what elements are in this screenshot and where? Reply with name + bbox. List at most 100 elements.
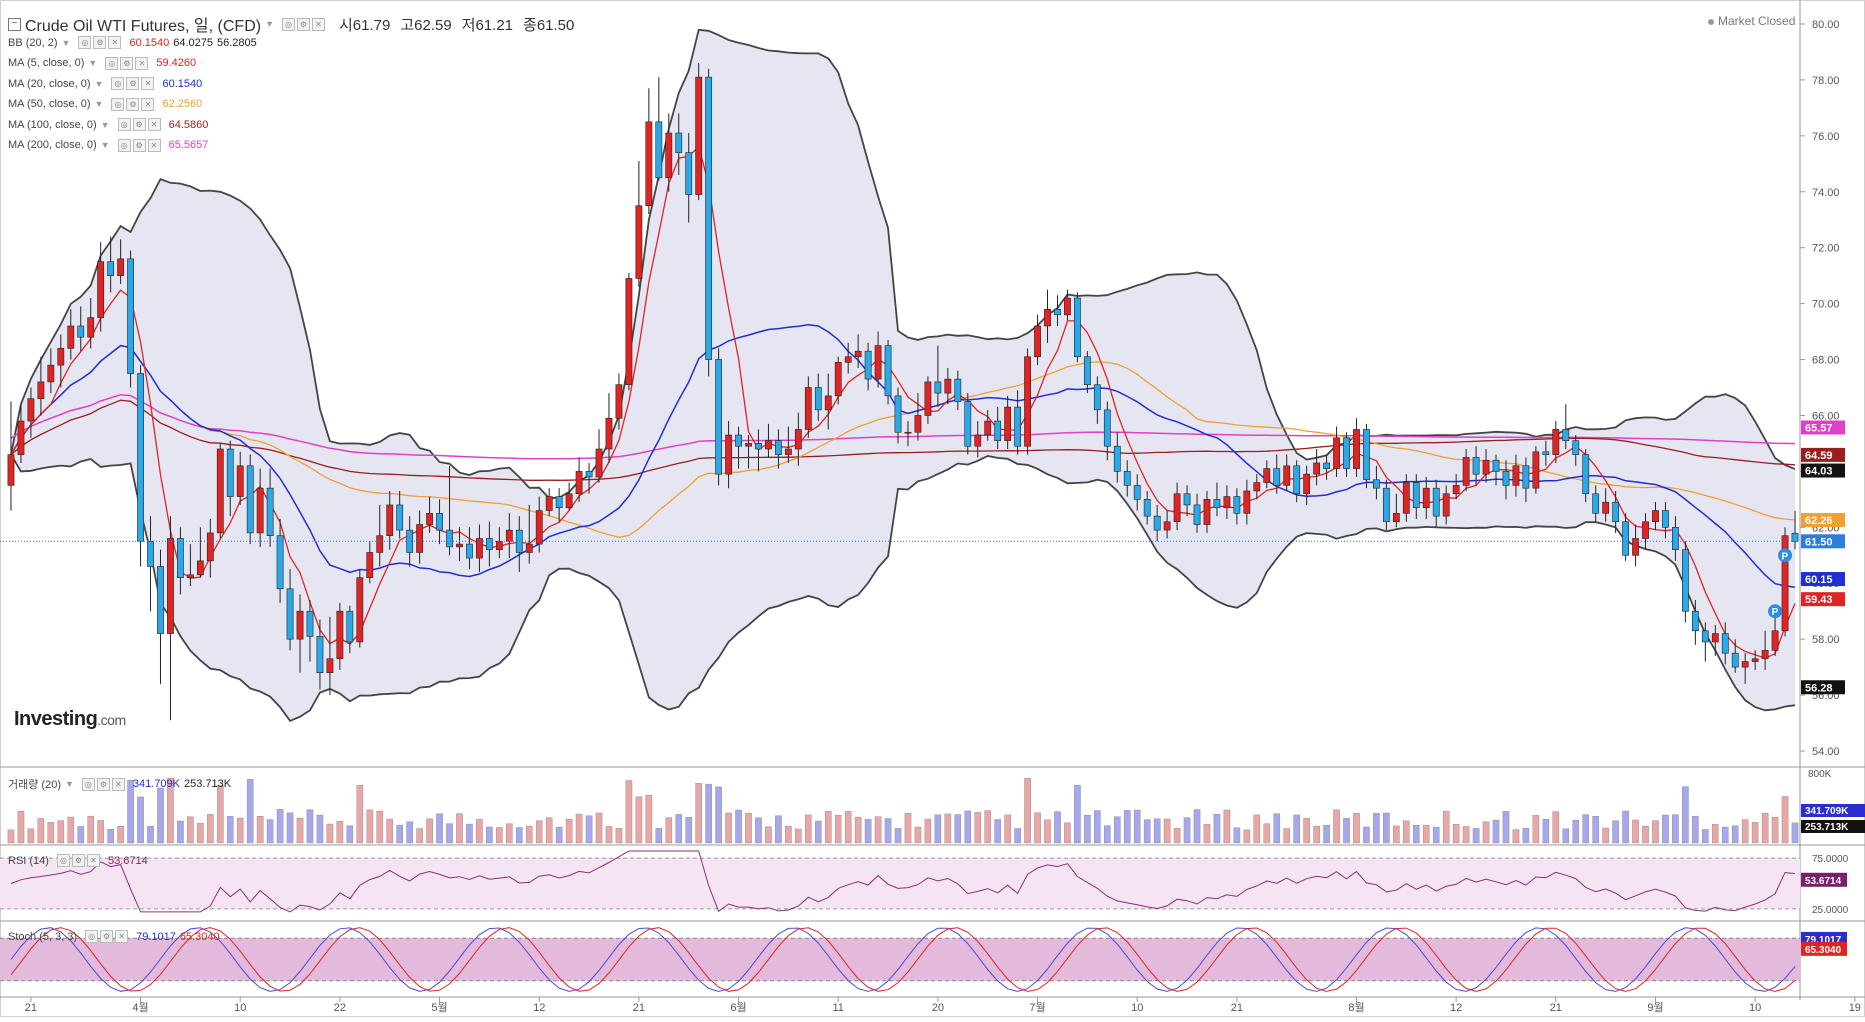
eye-icon[interactable]: ◎ xyxy=(81,777,95,791)
candle xyxy=(276,518,284,603)
indicator-label[interactable]: MA (5, close, 0) xyxy=(8,57,85,69)
volume-bar xyxy=(984,810,992,844)
close-icon[interactable]: ✕ xyxy=(147,118,161,131)
close-icon[interactable]: ✕ xyxy=(115,930,129,943)
volume-bar xyxy=(1741,819,1749,844)
eye-icon[interactable]: ◎ xyxy=(117,118,131,131)
candle-body xyxy=(1014,406,1022,447)
indicator-tools[interactable]: ◎ ⚙ ✕ xyxy=(111,97,155,111)
indicator-label[interactable]: MA (200, close, 0) xyxy=(8,139,97,151)
candle xyxy=(665,113,673,192)
candle-body xyxy=(1452,485,1460,495)
chevron-down-icon[interactable]: ▼ xyxy=(94,78,104,89)
settings-icon[interactable]: ⚙ xyxy=(71,854,85,867)
eye-icon[interactable]: ◎ xyxy=(85,930,99,943)
close-icon[interactable]: ✕ xyxy=(141,77,155,90)
close-icon[interactable]: ✕ xyxy=(86,854,100,867)
eye-icon[interactable]: ◎ xyxy=(105,56,119,70)
settings-icon[interactable]: ⚙ xyxy=(100,930,114,943)
header-tools[interactable]: ◎ ⚙ ✕ xyxy=(282,17,325,31)
candle xyxy=(655,77,663,181)
eye-icon[interactable]: ◎ xyxy=(282,17,295,31)
volume-bar xyxy=(1462,826,1470,844)
rsi-tag-label: 53.6714 xyxy=(1805,876,1842,887)
volume-label[interactable]: 거래량 (20) xyxy=(8,779,61,791)
indicator-tools[interactable]: ◎ ⚙ ✕ xyxy=(117,138,161,152)
volume-bar xyxy=(884,818,892,844)
settings-icon[interactable]: ⚙ xyxy=(126,97,140,111)
candle-body xyxy=(476,538,483,559)
chevron-down-icon[interactable]: ▼ xyxy=(64,779,74,789)
candle xyxy=(1572,435,1580,466)
volume-bar xyxy=(924,818,932,844)
close-icon[interactable]: ✕ xyxy=(147,138,161,152)
settings-icon[interactable]: ⚙ xyxy=(297,17,310,31)
chevron-down-icon[interactable]: ▼ xyxy=(265,19,274,29)
chevron-down-icon[interactable]: ▼ xyxy=(94,99,104,109)
candle-body xyxy=(1402,482,1410,514)
close-icon[interactable]: ✕ xyxy=(141,97,155,111)
candle-body xyxy=(1632,538,1639,556)
candle-body xyxy=(366,552,374,578)
indicator-label[interactable]: MA (100, close, 0) xyxy=(8,118,97,131)
volume-bar xyxy=(725,812,732,844)
candle-body xyxy=(1303,473,1311,495)
candle-body xyxy=(1024,356,1031,447)
settings-icon[interactable]: ⚙ xyxy=(96,777,110,791)
eye-icon[interactable]: ◎ xyxy=(111,97,125,111)
settings-icon[interactable]: ⚙ xyxy=(93,36,107,49)
chevron-down-icon[interactable]: ▼ xyxy=(61,37,71,48)
close-icon[interactable]: ✕ xyxy=(111,777,125,791)
close-icon[interactable]: ✕ xyxy=(108,36,122,49)
indicator-row: BB (20, 2) ▼ ◎ ⚙ ✕ 60.1540 64.0275 56.2805 xyxy=(8,36,257,49)
volume-tools[interactable]: ◎ ⚙ ✕ xyxy=(81,777,125,791)
collapse-icon[interactable]: − xyxy=(8,17,21,31)
rsi-tools[interactable]: ◎ ⚙ ✕ xyxy=(56,854,100,867)
x-axis-tick-label: 11 xyxy=(833,1002,844,1014)
volume-bar xyxy=(1094,810,1101,844)
indicator-tools[interactable]: ◎ ⚙ ✕ xyxy=(78,36,122,49)
candle-body xyxy=(1243,490,1251,514)
chevron-down-icon[interactable]: ▼ xyxy=(88,58,98,68)
settings-icon[interactable]: ⚙ xyxy=(120,56,134,70)
rsi-label[interactable]: RSI (14) xyxy=(8,854,49,867)
indicator-tools[interactable]: ◎ ⚙ ✕ xyxy=(117,118,161,131)
candle-body xyxy=(326,658,334,674)
candle xyxy=(914,393,922,441)
settings-icon[interactable]: ⚙ xyxy=(126,77,140,90)
settings-icon[interactable]: ⚙ xyxy=(132,118,146,131)
chevron-down-icon[interactable]: ▼ xyxy=(100,119,110,130)
indicator-label[interactable]: MA (20, close, 0) xyxy=(8,77,91,90)
indicator-label[interactable]: MA (50, close, 0) xyxy=(8,98,91,110)
close-icon[interactable]: ✕ xyxy=(135,56,149,70)
stoch-tools[interactable]: ◎ ⚙ ✕ xyxy=(85,930,129,943)
volume-bar xyxy=(1612,820,1619,844)
volume-bar xyxy=(107,829,114,844)
candle-body xyxy=(1412,482,1420,509)
indicator-tools[interactable]: ◎ ⚙ ✕ xyxy=(111,77,155,90)
candle xyxy=(645,88,653,215)
settings-icon[interactable]: ⚙ xyxy=(132,138,146,152)
volume-bar xyxy=(874,816,882,844)
candle-body xyxy=(1721,633,1729,654)
eye-icon[interactable]: ◎ xyxy=(56,854,70,867)
candle xyxy=(1083,351,1091,394)
volume-bar xyxy=(1672,814,1679,844)
stoch-label[interactable]: Stoch (5, 3, 3) xyxy=(8,930,78,943)
candle xyxy=(555,488,563,522)
volume-bar xyxy=(525,825,533,844)
candle-body xyxy=(7,454,15,486)
indicator-tools[interactable]: ◎ ⚙ ✕ xyxy=(105,56,149,70)
close-icon[interactable]: ✕ xyxy=(312,17,325,31)
eye-icon[interactable]: ◎ xyxy=(78,36,92,49)
eye-icon[interactable]: ◎ xyxy=(111,77,125,90)
indicator-row: MA (200, close, 0) ▼ ◎ ⚙ ✕ 65.5657 xyxy=(8,138,208,152)
candle xyxy=(485,521,493,567)
chevron-down-icon[interactable]: ▼ xyxy=(100,140,110,150)
candle xyxy=(426,496,433,533)
instrument-title[interactable]: Crude Oil WTI Futures, 일, (CFD) xyxy=(25,18,262,35)
eye-icon[interactable]: ◎ xyxy=(117,138,131,152)
indicator-label[interactable]: BB (20, 2) xyxy=(8,36,58,49)
